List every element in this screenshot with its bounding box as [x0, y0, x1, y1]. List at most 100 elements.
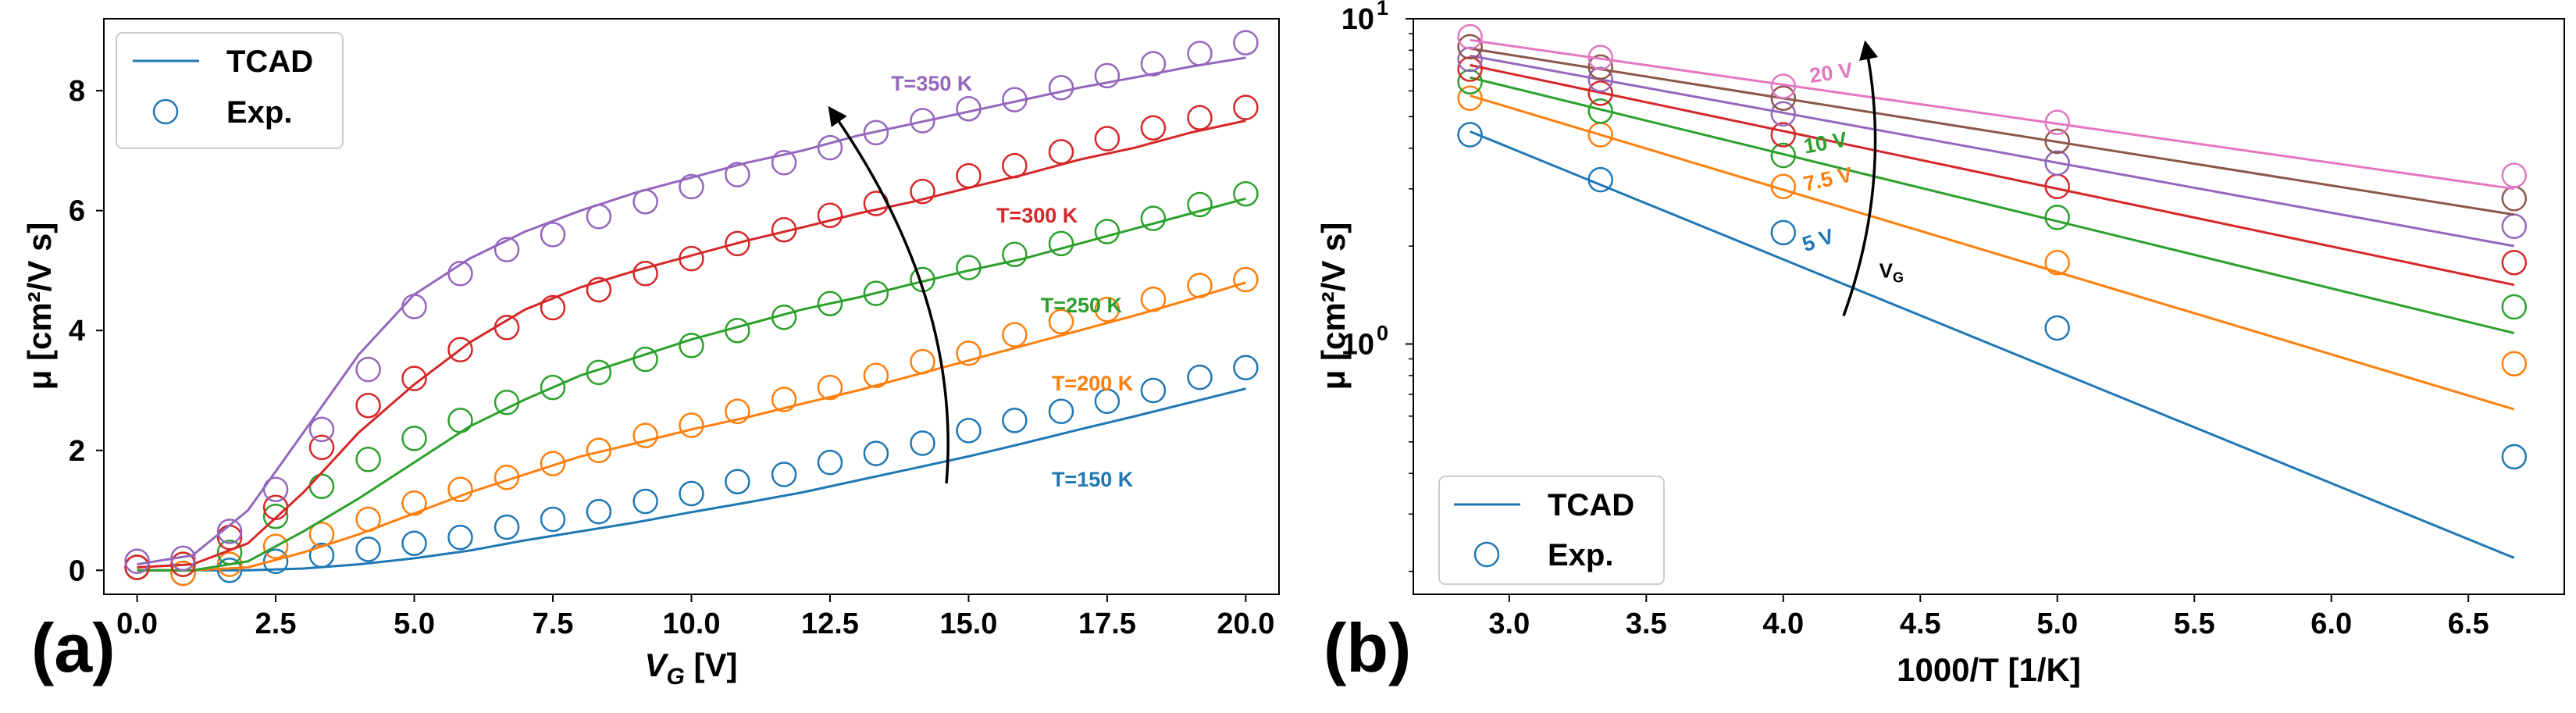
series-t-200-k: [124, 266, 1259, 586]
exp-point-t-150-k: [216, 558, 243, 583]
exp-point-15-v: [2044, 150, 2070, 176]
exp-point-t-200-k: [771, 387, 797, 412]
exp-point-t-200-k: [679, 412, 704, 438]
exp-point-t-300-k: [1187, 105, 1213, 130]
exp-point-t-350-k: [262, 476, 289, 502]
panel-b-legend-tcad-label: TCAD: [1548, 488, 1634, 522]
panel-b-x-ticks: 3.0 3.5 4.0 4.5 5.0 5.5 6.0 6.5: [1488, 594, 2489, 640]
exp-point-t-300-k: [308, 434, 335, 461]
annotation-t-300-k: T=300 K: [996, 204, 1078, 227]
annotation-20-v: 20 V: [1808, 59, 1855, 87]
x-tick-label: 12.5: [801, 608, 859, 640]
exp-point-t-300-k: [401, 365, 427, 391]
x-tick-label: 3.5: [1626, 608, 1667, 640]
exp-point-t-200-k: [956, 340, 982, 366]
x-tick-label: 6.5: [2448, 608, 2489, 640]
exp-point-t-300-k: [910, 178, 935, 205]
y-tick-label: 8: [69, 75, 85, 108]
series-t-300-k: [124, 94, 1259, 580]
exp-point-7-5-v: [1457, 85, 1483, 111]
panel-b-legend-exp-label: Exp.: [1548, 538, 1613, 572]
exp-point-t-250-k: [447, 408, 473, 433]
exp-point-t-150-k: [725, 469, 750, 494]
series-15-v: [1457, 46, 2528, 248]
x-tick-label: 3.0: [1488, 608, 1530, 640]
exp-point-t-250-k: [1140, 205, 1167, 231]
x-tick-label: 6.0: [2311, 608, 2352, 640]
panel-a-plot-area: [124, 30, 1259, 586]
exp-point-7-5-v: [1770, 173, 1797, 200]
exp-point-t-150-k: [308, 542, 335, 569]
exp-point-t-250-k: [586, 359, 612, 386]
panel-b: (b) 20 V10 V7.5 V5 VVG 3.0 3.5 4.0 4.5 5.0 5.…: [1315, 0, 2565, 688]
series-t-350-k: [124, 30, 1259, 575]
panel-b-y-axis-label: μ [cm²/V s]: [1315, 223, 1352, 390]
annotation-10-v: 10 V: [1802, 127, 1849, 158]
exp-point-5-v: [1770, 219, 1797, 246]
panel-a-x-axis-label: VG [V]: [644, 647, 737, 690]
exp-point-t-150-k: [262, 548, 289, 575]
exp-point-t-300-k: [956, 162, 982, 189]
panel-a-label: (a): [31, 609, 116, 686]
exp-point-t-350-k: [447, 261, 473, 287]
exp-point-t-300-k: [1140, 115, 1167, 141]
exp-point-t-350-k: [632, 188, 658, 215]
exp-point-t-300-k: [817, 202, 843, 229]
exp-point-12-5-v: [2501, 249, 2528, 276]
panel-a-legend: TCAD Exp.: [116, 32, 344, 149]
exp-point-t-200-k: [262, 533, 289, 559]
exp-point-t-300-k: [725, 230, 750, 257]
exp-point-t-250-k: [1233, 180, 1259, 207]
exp-point-t-250-k: [817, 291, 843, 316]
y-tick-exponent: 0: [1377, 321, 1388, 344]
exp-point-t-250-k: [1048, 230, 1074, 257]
x-tick-label: 0.0: [116, 608, 158, 640]
exp-point-t-250-k: [956, 255, 982, 280]
vg-annotation-sub: G: [1893, 269, 1904, 285]
y-tick-label: 6: [69, 195, 85, 228]
exp-point-t-300-k: [493, 315, 520, 340]
tcad-line-t-300-k: [137, 119, 1246, 569]
exp-point-t-350-k: [586, 204, 612, 230]
exp-point-t-300-k: [540, 294, 566, 321]
exp-point-t-350-k: [679, 173, 704, 200]
vg-annotation-main: V: [1879, 258, 1894, 282]
vg-annotation: VG: [1879, 258, 1904, 285]
exp-point-t-200-k: [1233, 266, 1259, 293]
exp-point-t-200-k: [1002, 322, 1028, 348]
tcad-line-t-350-k: [137, 56, 1246, 566]
exp-point-t-250-k: [1002, 241, 1028, 267]
exp-point-t-300-k: [586, 276, 612, 303]
panel-b-plot-area: [1457, 23, 2528, 559]
exp-point-t-200-k: [1094, 297, 1121, 323]
exp-point-t-350-k: [863, 119, 889, 146]
exp-point-t-250-k: [401, 426, 427, 451]
exp-point-t-250-k: [679, 333, 704, 358]
annotation-t-350-k: T=350 K: [891, 72, 973, 95]
exp-point-17-5-v: [2044, 128, 2070, 155]
x-tick-label: 7.5: [533, 608, 574, 640]
exp-point-t-350-k: [1187, 41, 1213, 66]
exp-point-t-200-k: [910, 348, 935, 375]
panel-a-x-axis-label-unit: [V]: [685, 647, 738, 683]
exp-point-t-350-k: [308, 416, 335, 443]
exp-point-t-250-k: [493, 390, 520, 415]
tcad-line-7-5-v: [1470, 94, 2515, 411]
exp-point-t-200-k: [1187, 273, 1213, 298]
y-tick-label: 10: [1341, 3, 1374, 36]
exp-point-t-350-k: [493, 237, 520, 262]
exp-point-t-300-k: [1002, 152, 1028, 179]
exp-point-t-150-k: [1048, 398, 1074, 425]
trend-arrow: [1842, 40, 1879, 317]
exp-point-t-150-k: [493, 514, 520, 540]
exp-point-t-350-k: [771, 150, 797, 176]
panel-b-legend: TCAD Exp.: [1438, 476, 1665, 585]
exp-point-t-150-k: [1140, 377, 1167, 404]
x-tick-label: 5.0: [2036, 608, 2078, 640]
panel-a-x-axis-label-sub: G: [667, 664, 685, 690]
series-10-v: [1457, 69, 2528, 335]
exp-point-t-350-k: [1048, 75, 1074, 101]
exp-point-t-150-k: [910, 430, 935, 456]
x-tick-label: 2.5: [255, 608, 297, 640]
exp-point-t-300-k: [679, 245, 704, 272]
